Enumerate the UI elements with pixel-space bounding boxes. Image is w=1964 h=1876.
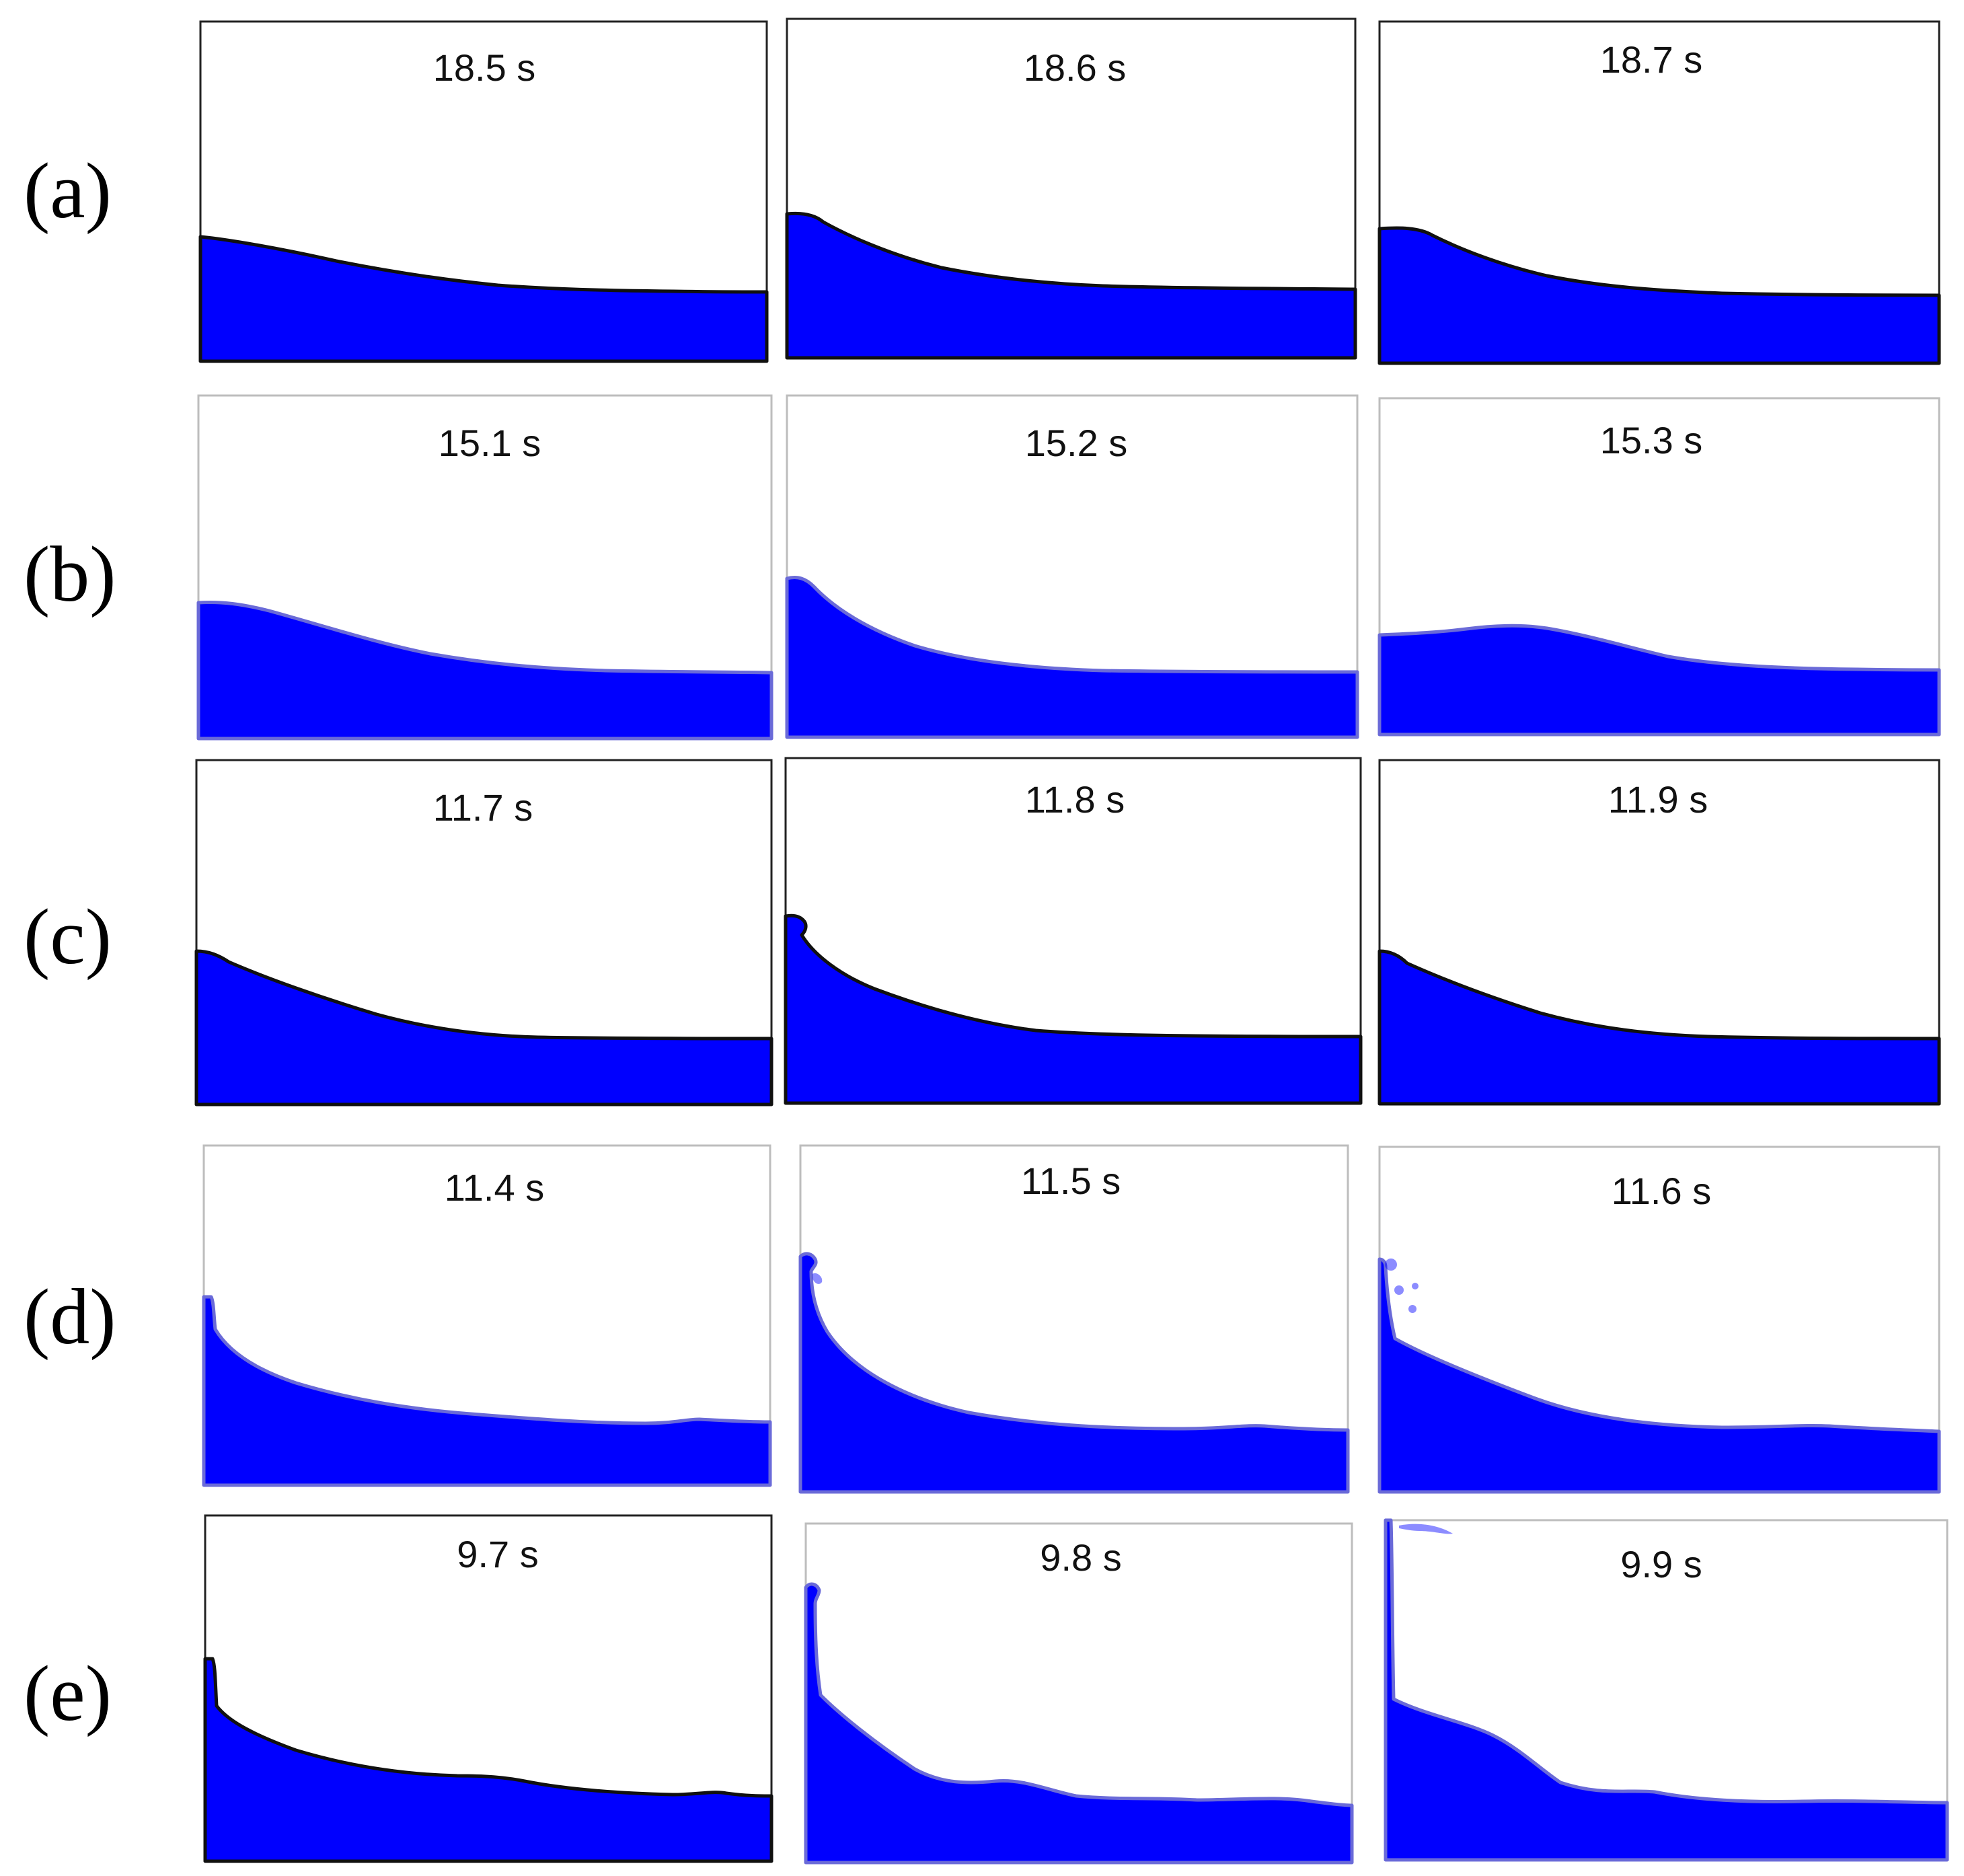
- row-d: (d) 11.4 s 11.5 s 11.6 s: [24, 1144, 1941, 1494]
- water-body: [804, 1582, 1354, 1865]
- time-label: 15.1 s: [439, 422, 541, 464]
- time-label: 9.8 s: [1040, 1536, 1121, 1579]
- row-a: (a) 18.5 s 18.6 s 18.7 s: [24, 17, 1941, 365]
- frame-e-2: 9.8 s: [804, 1522, 1354, 1865]
- row-label-a: (a): [24, 147, 112, 235]
- spray-sheet: [1399, 1524, 1453, 1534]
- time-label: 11.7 s: [433, 786, 533, 829]
- frame-c-3: 11.9 s: [1377, 759, 1941, 1106]
- water-body: [194, 949, 773, 1106]
- water-body: [1377, 226, 1941, 365]
- water-body: [198, 235, 769, 363]
- time-label: 18.7 s: [1600, 38, 1703, 81]
- row-label-d: (d): [24, 1273, 116, 1361]
- time-label: 9.9 s: [1620, 1543, 1702, 1585]
- water-body: [202, 1295, 772, 1487]
- spray-droplet: [1385, 1259, 1397, 1271]
- time-label: 11.9 s: [1608, 778, 1708, 821]
- time-label: 11.8 s: [1025, 778, 1125, 821]
- time-label: 15.2 s: [1025, 422, 1128, 464]
- frame-d-3: 11.6 s: [1377, 1146, 1941, 1494]
- frame-a-1: 18.5 s: [198, 20, 769, 363]
- frame-d-2: 11.5 s: [798, 1144, 1350, 1494]
- water-body: [798, 1252, 1350, 1494]
- frame-e-1: 9.7 s: [203, 1514, 773, 1863]
- frame-c-1: 11.7 s: [194, 759, 773, 1106]
- water-body: [203, 1657, 773, 1863]
- time-label: 11.6 s: [1612, 1170, 1711, 1212]
- frame-b-3: 15.3 s: [1377, 397, 1941, 737]
- water-body: [785, 576, 1359, 739]
- frame-a-3: 18.7 s: [1377, 20, 1941, 365]
- time-label: 18.5 s: [433, 46, 536, 89]
- time-label: 11.4 s: [445, 1166, 544, 1209]
- frame-e-3: 9.9 s: [1384, 1518, 1949, 1862]
- frame-d-1: 11.4 s: [202, 1144, 772, 1487]
- water-body: [1377, 624, 1941, 737]
- water-body: [785, 211, 1357, 360]
- time-label: 15.3 s: [1600, 419, 1703, 461]
- spray-droplet: [1408, 1305, 1417, 1313]
- spray-droplet: [1394, 1285, 1404, 1295]
- spray-droplet: [813, 1273, 823, 1284]
- row-label-e: (e): [24, 1649, 112, 1737]
- spray-droplet: [1412, 1283, 1419, 1289]
- row-label-c: (c): [24, 893, 112, 981]
- row-b: (b) 15.1 s 15.2 s 15.3 s: [24, 394, 1941, 741]
- water-body: [196, 601, 773, 741]
- frame-c-2: 11.8 s: [784, 757, 1363, 1105]
- water-body: [1384, 1518, 1949, 1862]
- water-body: [784, 913, 1363, 1105]
- row-e: (e) 9.7 s 9.8 s 9.9 s: [24, 1514, 1949, 1865]
- water-body: [1377, 949, 1941, 1106]
- time-label: 18.6 s: [1024, 46, 1127, 89]
- row-label-b: (b): [24, 530, 116, 618]
- water-body: [1377, 1257, 1941, 1494]
- row-c: (c) 11.7 s 11.8 s 11.9 s: [24, 757, 1941, 1106]
- time-label: 11.5 s: [1021, 1160, 1121, 1202]
- time-label: 9.7 s: [457, 1533, 538, 1575]
- frame-a-2: 18.6 s: [785, 17, 1357, 360]
- frame-b-1: 15.1 s: [196, 394, 773, 741]
- frame-b-2: 15.2 s: [785, 394, 1359, 739]
